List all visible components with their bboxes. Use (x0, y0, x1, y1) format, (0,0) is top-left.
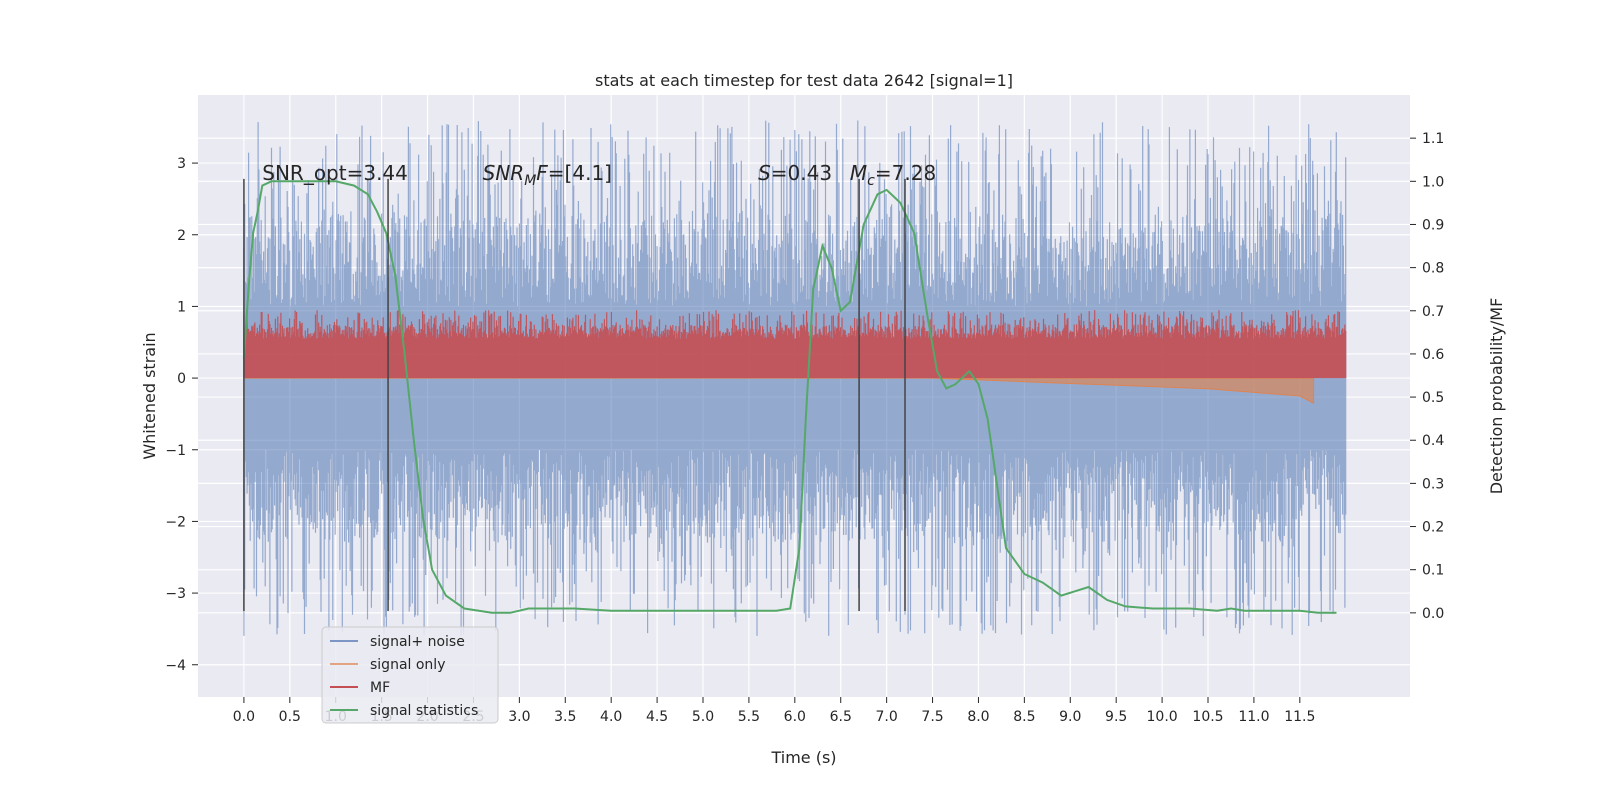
annotation-0: SNR_opt=3.44 (262, 161, 408, 185)
y-tick-label: −2 (165, 514, 186, 530)
legend-label: signal statistics (370, 703, 478, 719)
y2-tick-label: 0.8 (1422, 261, 1444, 277)
x-tick-label: 8.0 (967, 709, 989, 725)
y-tick-label: 0 (177, 371, 186, 387)
y2-tick-label: 0.7 (1422, 304, 1444, 320)
y2-tick-label: 1.1 (1422, 131, 1444, 147)
y2-tick-label: 0.6 (1422, 347, 1444, 363)
x-tick-label: 10.0 (1147, 709, 1178, 725)
y2-tick-label: 0.0 (1422, 606, 1444, 622)
legend-label: signal only (370, 657, 445, 673)
y-tick-label: 1 (177, 299, 186, 315)
x-axis: 0.00.51.01.52.02.53.03.54.04.55.05.56.06… (233, 697, 1315, 725)
legend-label: MF (370, 680, 390, 696)
x-tick-label: 9.5 (1105, 709, 1127, 725)
x-tick-label: 3.5 (554, 709, 576, 725)
chart-title: stats at each timestep for test data 264… (595, 71, 1013, 90)
annotation-1: SNRMF=[4.1] (483, 161, 612, 189)
x-tick-label: 6.0 (784, 709, 806, 725)
x-tick-label: 0.5 (279, 709, 301, 725)
y-axis-left: −4 −3 −2 −1 0 1 2 3 (165, 156, 198, 674)
x-tick-label: 11.0 (1238, 709, 1269, 725)
x-tick-label: 7.0 (876, 709, 898, 725)
y2-tick-label: 0.2 (1422, 520, 1444, 536)
y2-tick-label: 0.5 (1422, 390, 1444, 406)
y-axis-right: 0.0 0.1 0.2 0.3 0.4 0.5 0.6 0.7 0.8 0.9 1.0 1.1 (1410, 131, 1444, 622)
x-tick-label: 4.5 (646, 709, 668, 725)
legend-box (321, 626, 499, 724)
y-tick-label: 2 (177, 228, 186, 244)
annotation-3: Mc=7.28 (850, 161, 936, 189)
y-axis-label: Whitened strain (140, 332, 159, 459)
x-tick-label: 3.0 (508, 709, 530, 725)
x-tick-label: 11.5 (1284, 709, 1315, 725)
y-tick-label: −4 (165, 658, 186, 674)
y2-tick-label: 0.9 (1422, 217, 1444, 233)
x-tick-label: 6.5 (830, 709, 852, 725)
x-tick-label: 9.0 (1059, 709, 1081, 725)
vertical-markers (243, 178, 906, 611)
x-axis-label: Time (s) (770, 748, 836, 767)
y-tick-label: −3 (165, 586, 186, 602)
y2-tick-label: 0.4 (1422, 433, 1444, 449)
x-tick-label: 0.0 (233, 709, 255, 725)
annotations: SNR_opt=3.44 SNRMF=[4.1] S=0.43 Mc=7.28 (262, 161, 936, 189)
y-tick-label: −1 (165, 443, 186, 459)
x-tick-label: 10.5 (1192, 709, 1223, 725)
y2-axis-label: Detection probability/MF (1487, 298, 1506, 495)
y2-tick-label: 0.3 (1422, 476, 1444, 492)
x-tick-label: 5.5 (738, 709, 760, 725)
legend-label: signal+ noise (370, 634, 465, 650)
y2-tick-label: 1.0 (1422, 174, 1444, 190)
x-tick-label: 4.0 (600, 709, 622, 725)
x-tick-label: 5.0 (692, 709, 714, 725)
annotation-2: S=0.43 (758, 161, 832, 185)
x-tick-label: 8.5 (1013, 709, 1035, 725)
legend: signal+ noise signal only MF signal statist… (321, 626, 499, 724)
x-tick-label: 7.5 (921, 709, 943, 725)
y2-tick-label: 0.1 (1422, 563, 1444, 579)
y-tick-label: 3 (177, 156, 186, 172)
